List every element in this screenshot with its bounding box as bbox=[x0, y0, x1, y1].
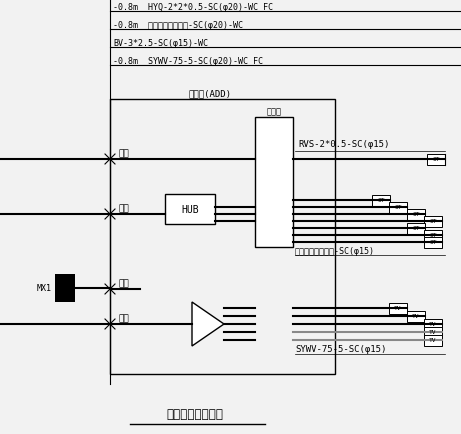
Text: RVS-2*0.5-SC(φ15): RVS-2*0.5-SC(φ15) bbox=[298, 140, 390, 149]
Bar bbox=[389, 303, 407, 314]
Text: OT: OT bbox=[429, 219, 437, 224]
Polygon shape bbox=[192, 302, 224, 346]
Bar bbox=[424, 335, 442, 346]
Bar bbox=[427, 154, 445, 165]
Bar bbox=[424, 237, 442, 248]
Text: OT: OT bbox=[432, 157, 440, 162]
Bar bbox=[424, 216, 442, 227]
Text: TV: TV bbox=[429, 330, 437, 335]
Text: MX1: MX1 bbox=[37, 284, 52, 293]
Text: HUB: HUB bbox=[181, 204, 199, 214]
Text: TV: TV bbox=[412, 314, 420, 319]
Bar bbox=[255, 118, 293, 247]
Bar bbox=[165, 194, 215, 224]
Text: 电话: 电话 bbox=[118, 149, 129, 158]
Text: OT: OT bbox=[412, 212, 420, 217]
Bar bbox=[407, 311, 425, 322]
Text: OT: OT bbox=[412, 226, 420, 231]
Bar bbox=[424, 230, 442, 241]
Text: 配线筱(ADD): 配线筱(ADD) bbox=[189, 89, 232, 98]
Text: 数据: 数据 bbox=[118, 204, 129, 213]
Text: TV: TV bbox=[429, 322, 437, 327]
Bar bbox=[389, 202, 407, 213]
Text: TV: TV bbox=[429, 338, 437, 343]
Text: TV: TV bbox=[394, 306, 402, 311]
Bar bbox=[424, 319, 442, 330]
Text: -0.8m  超五类四对对绞线-SC(φ20)-WC: -0.8m 超五类四对对绞线-SC(φ20)-WC bbox=[113, 21, 243, 30]
Text: 弱电配线箱接线图: 弱电配线箱接线图 bbox=[166, 408, 224, 421]
Text: OT: OT bbox=[377, 198, 385, 203]
Text: OT: OT bbox=[429, 233, 437, 238]
Text: 电视: 电视 bbox=[118, 313, 129, 322]
Text: 超五类四对对绞线-SC(φ15): 超五类四对对绞线-SC(φ15) bbox=[295, 247, 375, 256]
Text: 电源: 电源 bbox=[118, 278, 129, 287]
Text: -0.8m  SYWV-75-5-SC(φ20)-WC FC: -0.8m SYWV-75-5-SC(φ20)-WC FC bbox=[113, 57, 263, 66]
Bar bbox=[55, 274, 75, 302]
Text: -0.8m  HYQ-2*2*0.5-SC(φ20)-WC FC: -0.8m HYQ-2*2*0.5-SC(φ20)-WC FC bbox=[113, 3, 273, 12]
Bar bbox=[407, 209, 425, 220]
Text: SYWV-75-5-SC(φ15): SYWV-75-5-SC(φ15) bbox=[295, 344, 386, 353]
Text: OT: OT bbox=[394, 205, 402, 210]
Text: 配线架: 配线架 bbox=[266, 107, 282, 116]
Bar bbox=[372, 195, 390, 206]
Bar bbox=[407, 223, 425, 234]
Bar bbox=[424, 327, 442, 338]
Text: BV-3*2.5-SC(φ15)-WC: BV-3*2.5-SC(φ15)-WC bbox=[113, 39, 208, 48]
Text: OT: OT bbox=[429, 240, 437, 245]
Bar bbox=[110, 100, 335, 374]
